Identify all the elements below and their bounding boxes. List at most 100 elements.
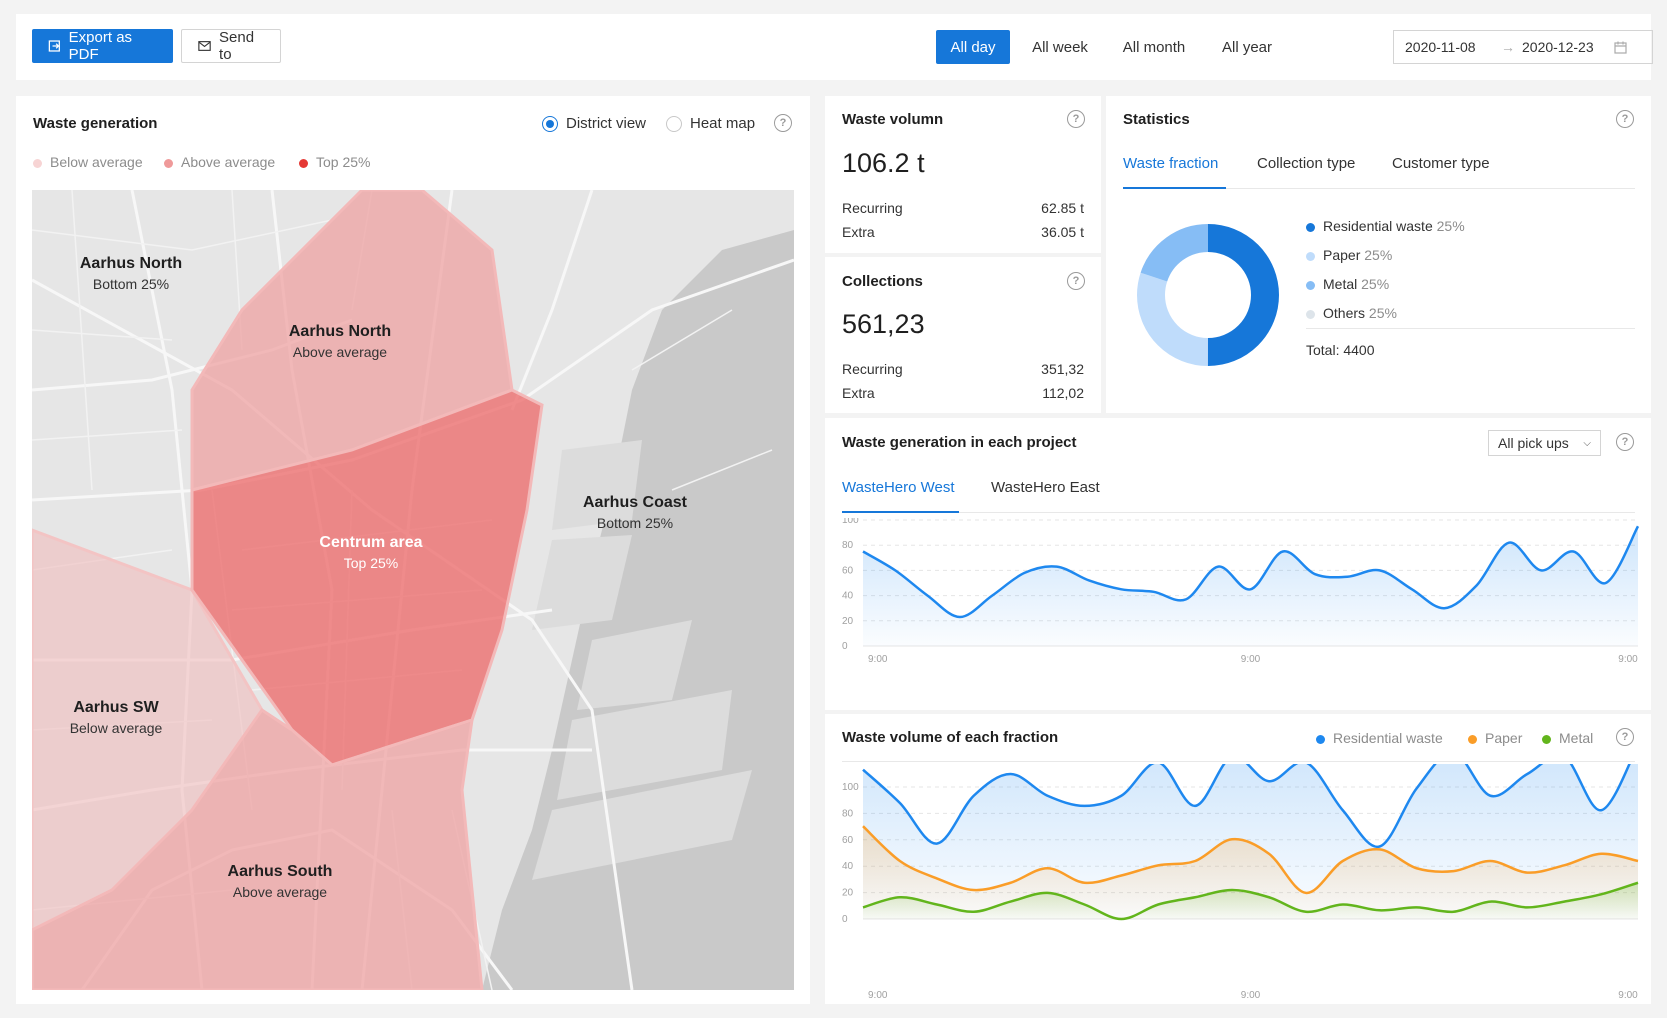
y-tick-label: 100 bbox=[842, 782, 859, 793]
date-range-picker[interactable]: 2020-11-08 → 2020-12-23 bbox=[1393, 30, 1653, 64]
help-icon[interactable]: ? bbox=[1616, 110, 1634, 128]
legend-item-residential[interactable]: Residential waste 25% bbox=[1306, 218, 1465, 234]
district-centrum[interactable] bbox=[190, 388, 544, 767]
series-line[interactable] bbox=[862, 881, 1639, 921]
period-all-year[interactable]: All year bbox=[1221, 38, 1273, 56]
legend-label: Paper bbox=[1485, 730, 1523, 746]
extra-label: Extra bbox=[842, 224, 875, 240]
legend-above-average: Above average bbox=[164, 154, 275, 170]
legend-label: Above average bbox=[181, 154, 276, 170]
district-name: Aarhus SW bbox=[73, 699, 159, 716]
calendar-icon[interactable] bbox=[1614, 41, 1627, 54]
tab-waste-fraction[interactable]: Waste fraction bbox=[1123, 155, 1219, 172]
period-all-week[interactable]: All week bbox=[1032, 38, 1088, 56]
y-tick-label: 100 bbox=[842, 518, 859, 526]
waste-volume-card: Waste volumn ? 106.2 t Recurring 62.85 t… bbox=[825, 96, 1101, 253]
district-name: Aarhus Coast bbox=[582, 494, 688, 511]
legend-label: Residential waste bbox=[1333, 730, 1443, 746]
legend-dot bbox=[1468, 734, 1477, 744]
map-pier bbox=[552, 440, 642, 530]
legend-dot-above bbox=[164, 158, 173, 168]
x-tick-label: 9:00 bbox=[1618, 990, 1638, 1001]
x-tick-label: 9:00 bbox=[868, 654, 888, 665]
map-panel: Waste generation District view Heat map … bbox=[16, 96, 810, 1004]
district-status: Bottom 25% bbox=[92, 276, 170, 292]
district-status: Below average bbox=[69, 720, 163, 736]
tab-customer-type[interactable]: Customer type bbox=[1392, 155, 1490, 172]
header-divider bbox=[842, 761, 1635, 762]
y-tick-label: 80 bbox=[842, 808, 854, 819]
legend-residential[interactable]: Residential waste bbox=[1316, 730, 1443, 746]
legend-item-metal[interactable]: Metal 25% bbox=[1306, 276, 1465, 292]
recurring-value: 351,32 bbox=[1041, 361, 1084, 377]
export-pdf-button[interactable]: Export as PDF bbox=[32, 29, 173, 63]
legend-value: 25% bbox=[1364, 247, 1393, 263]
series-area bbox=[863, 882, 1638, 919]
toolbar: Export as PDF Send to All day All week A… bbox=[16, 14, 1653, 80]
legend-item-paper[interactable]: Paper 25% bbox=[1306, 247, 1465, 263]
pickups-dropdown[interactable]: All pick ups ⌵ bbox=[1488, 430, 1601, 456]
map-pier bbox=[532, 770, 752, 880]
legend-dot bbox=[1306, 280, 1315, 290]
y-tick-label: 40 bbox=[842, 861, 854, 872]
map-panel-title: Waste generation bbox=[33, 115, 158, 132]
legend-item-others[interactable]: Others 25% bbox=[1306, 305, 1465, 321]
district-name: Centrum area bbox=[319, 534, 423, 551]
donut-slice-paper[interactable] bbox=[1137, 224, 1279, 366]
project-line-chart[interactable]: 100 80 60 40 20 0 9:00 9:00 9:00 bbox=[825, 518, 1651, 708]
fraction-area-chart[interactable]: 100 80 60 40 20 0 9:00 9:00 9:00 bbox=[825, 764, 1651, 1002]
district-map[interactable] bbox=[32, 190, 794, 990]
y-tick-label: 80 bbox=[842, 540, 854, 551]
donut-slice-metal[interactable] bbox=[1137, 224, 1279, 366]
send-to-button[interactable]: Send to bbox=[181, 29, 281, 63]
pickups-dropdown-value: All pick ups bbox=[1498, 435, 1569, 451]
district-label-south: Aarhus South Above average bbox=[210, 863, 350, 900]
export-label: Export as PDF bbox=[68, 29, 133, 63]
help-icon[interactable]: ? bbox=[1067, 272, 1085, 290]
help-icon[interactable]: ? bbox=[1616, 433, 1634, 451]
legend-value: 25% bbox=[1436, 218, 1465, 234]
waste-volume-title: Waste volumn bbox=[842, 111, 944, 128]
heat-map-radio[interactable]: Heat map bbox=[666, 115, 755, 132]
help-icon[interactable]: ? bbox=[1616, 728, 1634, 746]
x-tick-label: 9:00 bbox=[1241, 654, 1261, 665]
collections-value: 561,23 bbox=[842, 309, 925, 339]
legend-metal[interactable]: Metal bbox=[1542, 730, 1593, 746]
tab-divider bbox=[1123, 188, 1635, 189]
mail-icon bbox=[198, 41, 211, 51]
radio-checked-icon bbox=[542, 115, 558, 132]
arrow-right-icon: → bbox=[1501, 39, 1515, 55]
district-view-radio[interactable]: District view bbox=[542, 115, 646, 132]
collections-title: Collections bbox=[842, 273, 923, 290]
period-all-day[interactable]: All day bbox=[936, 30, 1010, 64]
district-label-north-bottom: Aarhus North Bottom 25% bbox=[65, 255, 197, 292]
y-tick-label: 0 bbox=[842, 641, 848, 652]
fraction-donut-chart[interactable] bbox=[1128, 215, 1288, 375]
district-name: Aarhus North bbox=[79, 255, 183, 272]
extra-value: 112,02 bbox=[1042, 385, 1084, 401]
series-line[interactable] bbox=[862, 825, 1639, 895]
help-icon[interactable]: ? bbox=[1067, 110, 1085, 128]
series-line[interactable] bbox=[862, 764, 1638, 848]
project-chart-title: Waste generation in each project bbox=[842, 434, 1077, 451]
tab-wastehero-east[interactable]: WasteHero East bbox=[991, 479, 1100, 496]
period-all-month[interactable]: All month bbox=[1122, 38, 1186, 56]
district-aarhus-south[interactable] bbox=[32, 707, 484, 990]
series-line[interactable] bbox=[862, 525, 1640, 619]
map-pier bbox=[577, 620, 692, 710]
series-area bbox=[863, 526, 1638, 646]
export-icon bbox=[48, 40, 60, 52]
total-label: Total: 4400 bbox=[1306, 342, 1375, 358]
date-to[interactable]: 2020-12-23 bbox=[1522, 39, 1594, 55]
chevron-down-icon: ⌵ bbox=[1583, 437, 1591, 449]
legend-divider bbox=[1306, 328, 1635, 329]
collections-card: Collections ? 561,23 Recurring 351,32 Ex… bbox=[825, 257, 1101, 413]
statistics-card: Statistics ? Waste fraction Collection t… bbox=[1106, 96, 1651, 413]
help-icon[interactable]: ? bbox=[774, 114, 792, 132]
tab-collection-type[interactable]: Collection type bbox=[1257, 155, 1356, 172]
tab-wastehero-west[interactable]: WasteHero West bbox=[842, 479, 955, 496]
tab-active-indicator bbox=[1123, 187, 1226, 189]
legend-dot bbox=[1306, 309, 1315, 319]
date-from[interactable]: 2020-11-08 bbox=[1405, 39, 1476, 55]
legend-paper[interactable]: Paper bbox=[1468, 730, 1522, 746]
